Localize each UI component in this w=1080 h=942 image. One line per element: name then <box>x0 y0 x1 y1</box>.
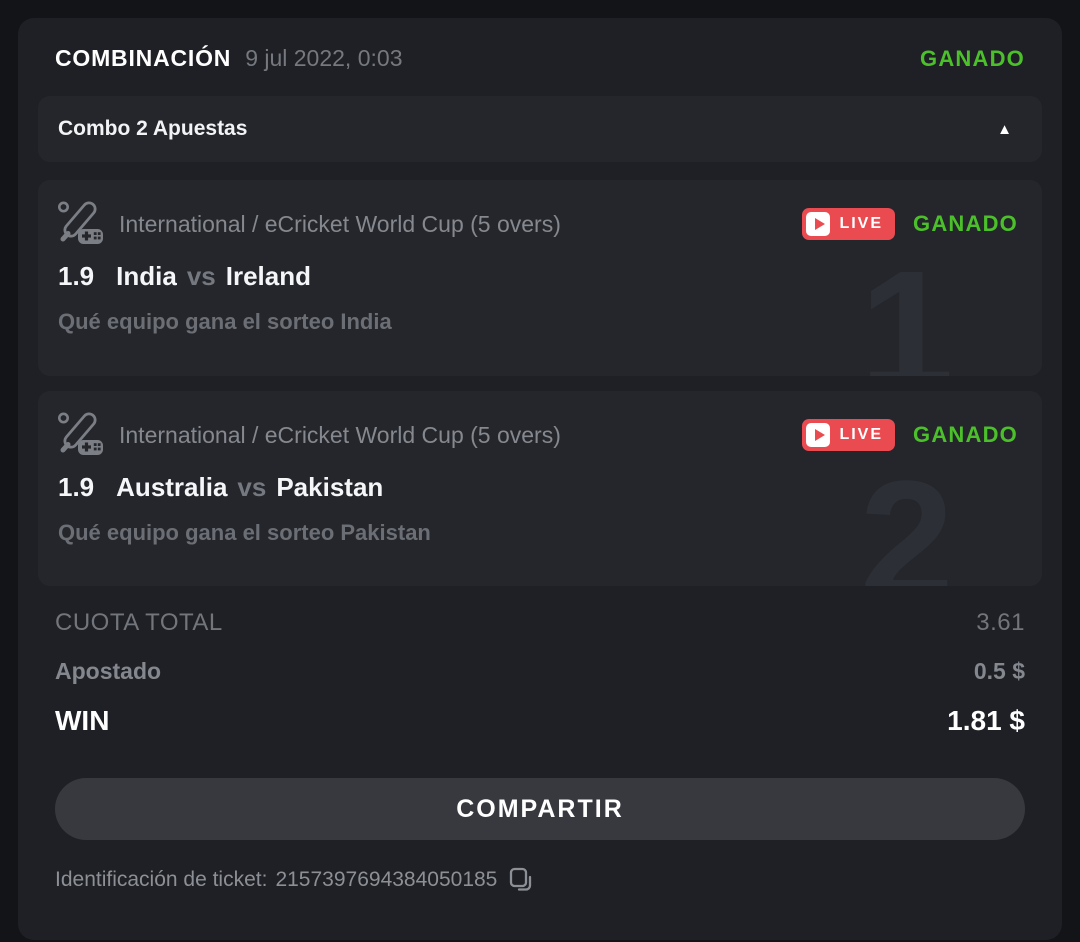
ticket-id-row: Identificación de ticket: 21573976943840… <box>55 867 1025 893</box>
bet-card: International / eCricket World Cup (5 ov… <box>38 391 1042 586</box>
league-name: International / eCricket World Cup (5 ov… <box>119 421 561 448</box>
home-team: India <box>116 261 177 291</box>
live-badge: LIVE <box>802 208 896 240</box>
away-team: Pakistan <box>276 472 384 502</box>
home-team: Australia <box>116 472 228 502</box>
ticket-type-label: COMBINACIÓN <box>55 45 232 71</box>
play-icon <box>806 423 831 447</box>
ticket-status-badge: GANADO <box>920 46 1025 71</box>
ticket-id-label: Identificación de ticket: <box>55 868 268 891</box>
bet-status-badge: GANADO <box>913 422 1018 447</box>
combo-label: Combo 2 Apuestas <box>58 117 248 140</box>
ticket-header: COMBINACIÓN 9 jul 2022, 0:03 GANADO <box>55 45 1025 72</box>
match-teams: India vs Ireland <box>116 261 311 292</box>
live-label: LIVE <box>839 215 884 232</box>
ecricket-icon <box>58 412 103 455</box>
stake-row: Apostado 0.5 $ <box>55 658 1025 685</box>
live-label: LIVE <box>839 426 884 443</box>
copy-icon[interactable] <box>509 867 533 893</box>
total-odds-row: CUOTA TOTAL 3.61 <box>55 609 1025 637</box>
match-teams: Australia vs Pakistan <box>116 472 383 503</box>
win-value: 1.81 $ <box>947 705 1025 736</box>
market-description: Qué equipo gana el sorteo India <box>58 309 392 334</box>
vs-label: vs <box>186 261 216 291</box>
ecricket-icon <box>58 201 103 244</box>
chevron-up-icon[interactable]: ▲ <box>997 120 1012 138</box>
bet-odds: 1.9 <box>58 472 95 502</box>
bet-odds: 1.9 <box>58 261 95 291</box>
combo-collapse-bar[interactable]: Combo 2 Apuestas ▲ <box>38 96 1042 162</box>
ticket-date: 9 jul 2022, 0:03 <box>245 45 403 71</box>
total-odds-value: 3.61 <box>976 609 1025 636</box>
away-team: Ireland <box>225 261 311 291</box>
bet-ticket-panel: COMBINACIÓN 9 jul 2022, 0:03 GANADO Comb… <box>18 18 1062 940</box>
win-label: WIN <box>55 705 110 736</box>
league-name: International / eCricket World Cup (5 ov… <box>119 210 561 237</box>
win-row: WIN 1.81 $ <box>55 705 1025 737</box>
play-icon <box>806 212 831 236</box>
market-description: Qué equipo gana el sorteo Pakistan <box>58 520 431 545</box>
live-badge: LIVE <box>802 419 896 451</box>
stake-label: Apostado <box>55 658 162 684</box>
stake-value: 0.5 $ <box>973 658 1025 684</box>
total-odds-label: CUOTA TOTAL <box>55 609 223 636</box>
vs-label: vs <box>237 472 267 502</box>
bet-card: International / eCricket World Cup (5 ov… <box>38 180 1042 376</box>
ticket-id-value: 2157397694384050185 <box>275 868 498 891</box>
share-button[interactable]: COMPARTIR <box>55 778 1025 840</box>
bet-status-badge: GANADO <box>913 211 1018 236</box>
